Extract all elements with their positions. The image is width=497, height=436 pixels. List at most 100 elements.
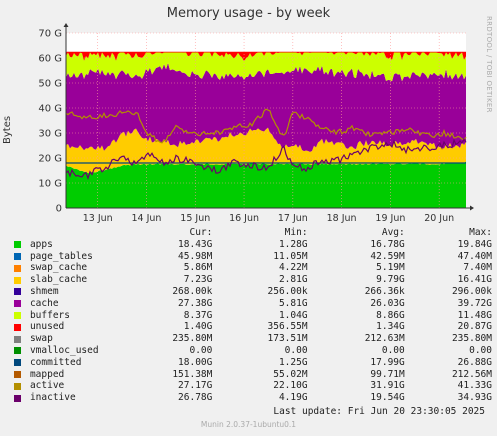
legend-avg: 31.91G bbox=[370, 380, 405, 392]
legend-avg: 26.03G bbox=[370, 297, 405, 309]
legend-swatch bbox=[14, 347, 21, 355]
legend-swatch bbox=[14, 359, 21, 367]
x-tick-label: 15 Jun bbox=[180, 213, 210, 224]
legend-cur: 18.00G bbox=[178, 356, 213, 368]
legend-row-buffers: buffers 8.37G 1.04G 8.86G 11.48G bbox=[12, 310, 492, 322]
legend-avg: 16.78G bbox=[370, 238, 405, 250]
legend-name: swap bbox=[29, 333, 53, 345]
legend-max: 47.40M bbox=[457, 250, 492, 262]
header-cur: Cur: bbox=[189, 227, 213, 238]
legend-row-apps: apps 18.43G 1.28G 16.78G 19.84G bbox=[12, 239, 492, 251]
legend-cur: 45.98M bbox=[178, 250, 213, 262]
series-area-cache bbox=[66, 63, 466, 152]
legend-row-mapped: mapped 151.38M 55.02M 99.71M 212.56M bbox=[12, 369, 492, 381]
x-tick-label: 13 Jun bbox=[83, 213, 113, 224]
y-tick-label: 10 G bbox=[38, 179, 62, 190]
legend-avg: 1.34G bbox=[376, 321, 405, 333]
legend-header: Cur: Min: Avg: Max: bbox=[12, 227, 492, 239]
legend-min: 5.81G bbox=[278, 297, 308, 309]
legend-cur: 1.40G bbox=[183, 321, 213, 333]
series-line-inactive bbox=[65, 138, 467, 181]
x-tick-label: 17 Jun bbox=[278, 213, 308, 224]
legend-cur: 27.38G bbox=[178, 297, 213, 309]
y-tick-label: 60 G bbox=[38, 54, 62, 65]
legend-row-vmalloc-used: vmalloc_used 0.00 0.00 0.00 0.00 bbox=[12, 345, 492, 357]
legend-max: 26.88G bbox=[457, 356, 492, 368]
y-tick-label: 70 G bbox=[38, 29, 62, 40]
y-axis-arrow bbox=[63, 23, 69, 27]
y-tick-label: 40 G bbox=[38, 104, 62, 115]
legend-min: 11.05M bbox=[273, 250, 308, 262]
legend-cur: 7.23G bbox=[183, 274, 213, 286]
legend-min: 173.51M bbox=[267, 333, 308, 345]
legend-swatch bbox=[14, 241, 21, 249]
legend-avg: 5.19M bbox=[376, 262, 405, 274]
legend-avg: 9.79G bbox=[376, 274, 405, 286]
legend-cur: 268.00k bbox=[172, 285, 213, 297]
legend-cur: 235.80M bbox=[172, 333, 213, 345]
legend-avg: 212.63M bbox=[364, 333, 405, 345]
series-line-active bbox=[65, 108, 467, 144]
legend-cur: 5.86M bbox=[183, 262, 213, 274]
legend-avg: 42.59M bbox=[370, 250, 405, 262]
legend-swatch bbox=[14, 276, 21, 284]
x-tick-label: 18 Jun bbox=[327, 213, 357, 224]
chart-title: Memory usage - by week bbox=[166, 6, 331, 21]
x-tick-label: 16 Jun bbox=[229, 213, 259, 224]
legend-name: slab_cache bbox=[29, 274, 88, 286]
legend-avg: 0.00 bbox=[381, 344, 405, 356]
legend-max: 235.80M bbox=[451, 333, 492, 345]
legend-swatch bbox=[14, 288, 21, 296]
legend-swatch bbox=[14, 300, 21, 308]
legend-row-unused: unused 1.40G 356.55M 1.34G 20.87G bbox=[12, 321, 492, 333]
legend-max: 20.87G bbox=[457, 321, 492, 333]
legend-cur: 27.17G bbox=[178, 380, 213, 392]
legend-min: 55.02M bbox=[273, 368, 308, 380]
legend-avg: 266.36k bbox=[364, 285, 405, 297]
legend-name: mapped bbox=[29, 368, 65, 380]
legend-name: active bbox=[29, 380, 65, 392]
legend-row-page-tables: page_tables 45.98M 11.05M 42.59M 47.40M bbox=[12, 251, 492, 263]
legend-min: 356.55M bbox=[267, 321, 308, 333]
legend-cur: 151.38M bbox=[172, 368, 213, 380]
legend-avg: 17.99G bbox=[370, 356, 405, 368]
legend-name: page_tables bbox=[29, 250, 93, 262]
legend-min: 4.22M bbox=[278, 262, 308, 274]
series-area-apps bbox=[66, 161, 466, 208]
legend-min: 256.00k bbox=[267, 285, 308, 297]
legend-min: 1.25G bbox=[278, 356, 308, 368]
y-tick-label: 20 G bbox=[38, 154, 62, 165]
series-area-buffers bbox=[66, 52, 466, 82]
legend-swatch bbox=[14, 311, 21, 319]
header-min: Min: bbox=[284, 227, 308, 238]
legend-name: swap_cache bbox=[29, 262, 88, 274]
chart-area: 0 10 G 20 G 30 G 40 G 50 G 60 G 70 G 13 Jun 14 Ju… bbox=[38, 23, 474, 224]
y-tick-label: 0 bbox=[56, 204, 62, 215]
legend: Cur: Min: Avg: Max: apps 18.43G 1.28G 16.78… bbox=[12, 227, 492, 404]
series-area-unused bbox=[66, 51, 466, 62]
legend-swatch bbox=[14, 252, 21, 260]
legend-swatch bbox=[14, 264, 21, 272]
legend-swatch bbox=[14, 370, 21, 378]
legend-swatch bbox=[14, 323, 21, 331]
legend-max: 296.00k bbox=[451, 285, 492, 297]
munin-version: Munin 2.0.37-1ubuntu0.1 bbox=[200, 420, 297, 429]
legend-max: 212.56M bbox=[451, 368, 492, 380]
legend-row-cache: cache 27.38G 5.81G 26.03G 39.72G bbox=[12, 298, 492, 310]
header-avg: Avg: bbox=[381, 227, 405, 238]
legend-name: unused bbox=[29, 321, 65, 333]
x-tick-label: 19 Jun bbox=[375, 213, 405, 224]
legend-row-swap: swap 235.80M 173.51M 212.63M 235.80M bbox=[12, 333, 492, 345]
legend-name: buffers bbox=[29, 309, 70, 321]
legend-max: 19.84G bbox=[457, 238, 492, 250]
legend-name: apps bbox=[29, 238, 53, 250]
legend-cur: 26.78G bbox=[178, 392, 213, 404]
legend-min: 1.04G bbox=[278, 309, 308, 321]
legend-cur: 18.43G bbox=[178, 238, 213, 250]
legend-max: 7.40M bbox=[463, 262, 492, 274]
legend-row-committed: committed 18.00G 1.25G 17.99G 26.88G bbox=[12, 357, 492, 369]
legend-swatch bbox=[14, 335, 21, 343]
x-tick-label: 20 Jun bbox=[424, 213, 454, 224]
legend-max: 39.72G bbox=[457, 297, 492, 309]
legend-name: committed bbox=[29, 356, 82, 368]
